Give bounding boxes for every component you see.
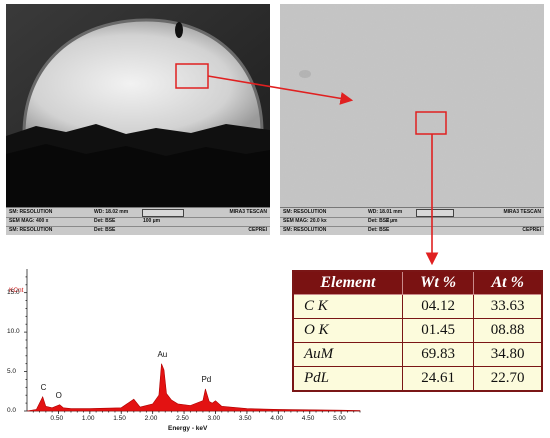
selection-box-right (415, 111, 447, 135)
cell-at: 08.88 (473, 318, 543, 343)
cell-wt: 04.12 (401, 294, 475, 319)
sem-brand: MIRA3 TESCAN (229, 209, 267, 215)
sem-scale-bar (416, 209, 454, 217)
sem-det-2: Det: BSE (368, 227, 390, 233)
x-tick-label: 2.50 (176, 415, 189, 422)
cell-wt: 24.61 (401, 366, 475, 392)
table-row: O K 01.45 08.88 (292, 318, 543, 343)
peak-label-pd: Pd (201, 374, 212, 384)
peak-label-c: C (40, 382, 47, 392)
eds-spectrum: KCnt 0.0 5.0 10.0 15.0 0.50 1.00 1.50 2.00 2.50 3… (0, 255, 372, 438)
table-row: AuM 69.83 34.80 (292, 342, 543, 367)
sem-brand: MIRA3 TESCAN (503, 209, 541, 215)
cell-at: 22.70 (473, 366, 543, 392)
peak-label-o: O (55, 390, 62, 400)
composition-table: Element Wt % At % C K 04.12 33.63 O K 01… (292, 270, 543, 392)
sem-mag: SEM MAG: 400 x (9, 218, 49, 224)
spectrum-plot (24, 269, 361, 414)
cell-wt: 01.45 (401, 318, 475, 343)
sem-sm-label: SM: RESOLUTION (9, 209, 53, 215)
x-tick-label: 3.00 (207, 415, 221, 422)
cell-element: PdL (292, 366, 403, 392)
sem-info-bar-right: SM: RESOLUTION WD: 18.01 mm MIRA3 TESCAN… (280, 207, 544, 235)
sem-image-left: SM: RESOLUTION WD: 18.02 mm MIRA3 TESCAN… (6, 4, 270, 235)
sem-info-bar-left: SM: RESOLUTION WD: 18.02 mm MIRA3 TESCAN… (6, 207, 270, 235)
sem-lab: CEPREI (522, 227, 541, 233)
sem-det: Det: BSE (368, 218, 390, 224)
sem-wd: WD: 18.01 mm (368, 209, 403, 215)
sem-micrograph-right (280, 4, 544, 208)
cell-wt: 69.83 (401, 342, 475, 367)
header-wt: Wt % (401, 270, 475, 295)
header-at: At % (473, 270, 543, 295)
x-tick-label: 3.50 (238, 415, 252, 422)
y-tick-label: 15.0 (7, 288, 20, 296)
y-tick-label: 0.0 (7, 407, 17, 414)
sem-sm-label-2: SM: RESOLUTION (283, 227, 327, 233)
spectrum-xlabel: Energy - keV (168, 425, 208, 432)
x-tick-label: 1.00 (81, 415, 95, 422)
table-row: C K 04.12 33.63 (292, 294, 543, 319)
sem-micrograph-left (6, 4, 270, 208)
header-element: Element (292, 270, 403, 295)
sem-mag: SEM MAG: 20.0 kx (283, 218, 327, 224)
sem-sm-label: SM: RESOLUTION (283, 209, 327, 215)
x-tick-label: 4.00 (270, 415, 283, 422)
x-tick-label: 2.00 (144, 415, 158, 422)
cell-at: 34.80 (473, 342, 543, 367)
y-tick-label: 10.0 (7, 328, 20, 336)
spectrum-ylabel: KCnt (9, 287, 24, 294)
sem-scale-label: 100 µm (143, 218, 161, 224)
cell-element: O K (292, 318, 403, 343)
sem-sm-label-2: SM: RESOLUTION (9, 227, 53, 233)
sem-scale-label: 2 µm (386, 218, 398, 224)
sem-scale-bar (142, 209, 184, 217)
sem-wd: WD: 18.02 mm (94, 209, 129, 215)
table-row: PdL 24.61 22.70 (292, 366, 543, 392)
table-header-row: Element Wt % At % (292, 270, 543, 295)
x-tick-label: 5.00 (333, 415, 346, 422)
sem-lab: CEPREI (248, 227, 267, 233)
x-tick-label: 0.50 (50, 415, 64, 422)
cell-at: 33.63 (473, 294, 543, 319)
sem-det-2: Det: BSE (94, 227, 116, 233)
cell-element: C K (292, 294, 403, 319)
spectrum-area (26, 363, 361, 412)
y-tick-label: 5.0 (7, 367, 17, 375)
peak-label-au: Au (157, 349, 168, 359)
sem-det: Det: BSE (94, 218, 116, 224)
sem-image-right: SM: RESOLUTION WD: 18.01 mm MIRA3 TESCAN… (280, 4, 544, 235)
x-tick-label: 4.50 (301, 415, 315, 422)
cell-element: AuM (292, 342, 403, 367)
x-tick-label: 1.50 (113, 415, 126, 422)
